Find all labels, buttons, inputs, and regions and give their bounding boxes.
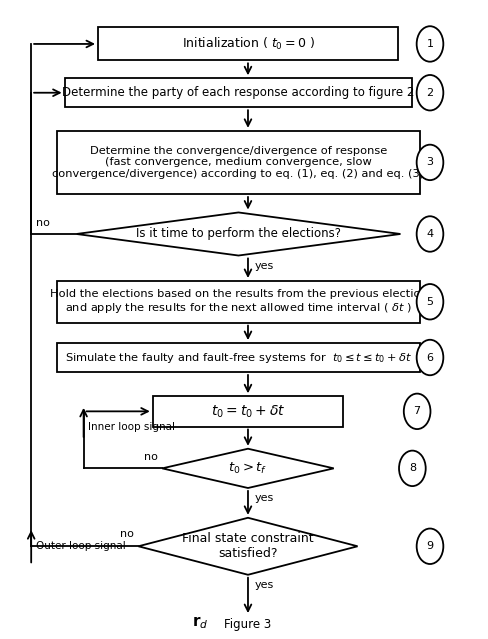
Text: $t_0 > t_f$: $t_0 > t_f$	[228, 461, 267, 476]
FancyBboxPatch shape	[152, 396, 343, 427]
Circle shape	[416, 75, 443, 111]
FancyBboxPatch shape	[98, 27, 397, 61]
Text: 5: 5	[426, 296, 432, 307]
Text: Inner loop signal: Inner loop signal	[88, 422, 175, 432]
Text: Final state constraint
satisfied?: Final state constraint satisfied?	[182, 532, 313, 560]
Text: 6: 6	[426, 353, 432, 362]
FancyBboxPatch shape	[57, 343, 419, 372]
Text: 7: 7	[413, 406, 420, 417]
Text: Simulate the faulty and fault-free systems for  $t_0 \leq t \leq t_0 + \delta t$: Simulate the faulty and fault-free syste…	[65, 351, 411, 364]
Text: no: no	[120, 528, 133, 539]
Circle shape	[416, 26, 443, 62]
Text: yes: yes	[255, 261, 274, 270]
Circle shape	[416, 144, 443, 180]
Text: Determine the convergence/divergence of response
(fast convergence, medium conve: Determine the convergence/divergence of …	[52, 146, 424, 179]
Text: 9: 9	[426, 541, 433, 551]
Text: Hold the elections based on the results from the previous election
and apply the: Hold the elections based on the results …	[49, 289, 427, 315]
Circle shape	[416, 340, 443, 375]
Text: 3: 3	[426, 157, 432, 167]
Circle shape	[416, 284, 443, 320]
Text: Is it time to perform the elections?: Is it time to perform the elections?	[136, 227, 340, 240]
Text: $\mathbf{r}_{d}$: $\mathbf{r}_{d}$	[192, 614, 208, 631]
Text: yes: yes	[255, 493, 274, 503]
Circle shape	[403, 394, 429, 429]
Text: 8: 8	[408, 463, 415, 473]
Text: Initialization ( $t_0 = 0$ ): Initialization ( $t_0 = 0$ )	[181, 36, 314, 52]
Text: 2: 2	[426, 88, 433, 98]
Text: Determine the party of each response according to figure 2: Determine the party of each response acc…	[62, 86, 414, 99]
FancyBboxPatch shape	[64, 78, 411, 107]
Text: no: no	[143, 452, 157, 462]
FancyBboxPatch shape	[57, 131, 419, 194]
Text: $t_0 = t_0 + \delta t$: $t_0 = t_0 + \delta t$	[210, 403, 285, 420]
Polygon shape	[76, 212, 400, 256]
Text: Outer loop signal: Outer loop signal	[36, 541, 125, 551]
Text: Figure 3: Figure 3	[224, 618, 271, 631]
Circle shape	[416, 528, 443, 564]
Text: no: no	[36, 218, 50, 227]
FancyBboxPatch shape	[57, 281, 419, 323]
Circle shape	[416, 216, 443, 252]
Polygon shape	[138, 518, 357, 574]
Text: yes: yes	[255, 580, 274, 590]
Polygon shape	[162, 449, 333, 488]
Text: 1: 1	[426, 39, 432, 49]
Text: 4: 4	[426, 229, 433, 239]
Circle shape	[398, 450, 425, 486]
